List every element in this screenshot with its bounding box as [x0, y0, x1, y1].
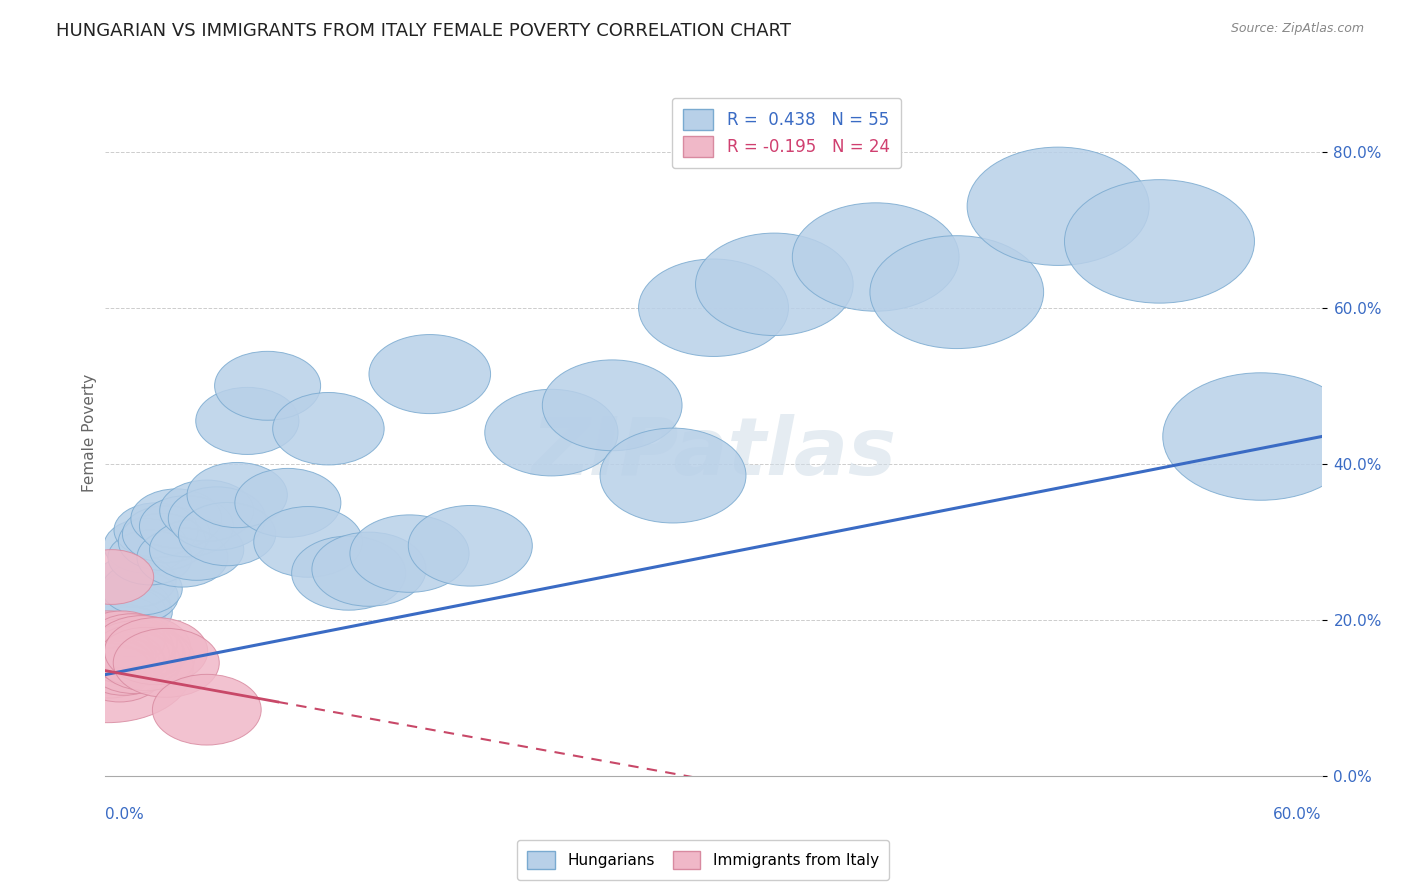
Ellipse shape: [80, 639, 167, 695]
Ellipse shape: [638, 259, 789, 357]
Ellipse shape: [89, 596, 162, 644]
Ellipse shape: [86, 614, 177, 673]
Ellipse shape: [73, 632, 153, 685]
Ellipse shape: [108, 530, 193, 585]
Ellipse shape: [84, 625, 176, 685]
Ellipse shape: [79, 626, 143, 668]
Ellipse shape: [967, 147, 1149, 266]
Ellipse shape: [90, 587, 166, 637]
Ellipse shape: [870, 235, 1043, 349]
Ellipse shape: [139, 496, 233, 557]
Ellipse shape: [1064, 179, 1254, 303]
Ellipse shape: [104, 518, 188, 574]
Text: HUNGARIAN VS IMMIGRANTS FROM ITALY FEMALE POVERTY CORRELATION CHART: HUNGARIAN VS IMMIGRANTS FROM ITALY FEMAL…: [56, 22, 792, 40]
Ellipse shape: [80, 632, 163, 686]
Ellipse shape: [77, 648, 162, 702]
Ellipse shape: [77, 654, 142, 696]
Ellipse shape: [122, 506, 209, 563]
Ellipse shape: [114, 503, 198, 558]
Ellipse shape: [83, 624, 156, 671]
Ellipse shape: [543, 359, 682, 450]
Ellipse shape: [73, 648, 142, 693]
Ellipse shape: [1163, 373, 1358, 500]
Ellipse shape: [368, 334, 491, 414]
Ellipse shape: [82, 617, 173, 677]
Text: ZIPatlas: ZIPatlas: [531, 414, 896, 492]
Ellipse shape: [82, 637, 150, 681]
Ellipse shape: [600, 428, 747, 523]
Ellipse shape: [86, 620, 157, 667]
Ellipse shape: [69, 549, 153, 605]
Ellipse shape: [149, 519, 243, 581]
Ellipse shape: [87, 604, 160, 651]
Ellipse shape: [408, 506, 533, 586]
Ellipse shape: [235, 468, 340, 537]
Ellipse shape: [101, 563, 183, 615]
Ellipse shape: [273, 392, 384, 465]
Ellipse shape: [83, 617, 152, 662]
Ellipse shape: [485, 389, 619, 476]
Ellipse shape: [160, 480, 254, 541]
Ellipse shape: [82, 626, 170, 683]
Ellipse shape: [253, 507, 363, 577]
Text: Source: ZipAtlas.com: Source: ZipAtlas.com: [1230, 22, 1364, 36]
Ellipse shape: [86, 613, 155, 658]
Ellipse shape: [96, 587, 173, 637]
Legend: Hungarians, Immigrants from Italy: Hungarians, Immigrants from Italy: [516, 840, 890, 880]
Ellipse shape: [152, 674, 262, 745]
Ellipse shape: [93, 579, 170, 630]
Ellipse shape: [91, 607, 169, 657]
Ellipse shape: [187, 462, 287, 528]
Ellipse shape: [79, 629, 148, 673]
Ellipse shape: [104, 617, 208, 685]
Ellipse shape: [72, 637, 152, 690]
Ellipse shape: [215, 351, 321, 420]
Ellipse shape: [76, 629, 156, 681]
Ellipse shape: [696, 233, 853, 335]
Y-axis label: Female Poverty: Female Poverty: [82, 374, 97, 491]
Ellipse shape: [291, 536, 406, 610]
Ellipse shape: [136, 528, 228, 587]
Ellipse shape: [75, 632, 143, 677]
Ellipse shape: [77, 611, 166, 668]
Ellipse shape: [87, 632, 181, 693]
Ellipse shape: [793, 202, 959, 311]
Ellipse shape: [76, 640, 156, 693]
Ellipse shape: [67, 643, 152, 698]
Ellipse shape: [312, 533, 426, 607]
Ellipse shape: [96, 555, 176, 607]
Ellipse shape: [77, 640, 146, 685]
Ellipse shape: [89, 621, 183, 681]
Ellipse shape: [131, 489, 222, 548]
Ellipse shape: [114, 628, 219, 698]
Ellipse shape: [118, 514, 207, 570]
Text: 60.0%: 60.0%: [1274, 807, 1322, 822]
Ellipse shape: [76, 635, 160, 690]
Ellipse shape: [97, 627, 194, 690]
Ellipse shape: [79, 644, 148, 690]
Ellipse shape: [21, 611, 194, 723]
Ellipse shape: [179, 502, 276, 566]
Ellipse shape: [350, 515, 470, 592]
Ellipse shape: [169, 487, 266, 550]
Ellipse shape: [97, 570, 179, 623]
Ellipse shape: [93, 615, 191, 679]
Text: 0.0%: 0.0%: [105, 807, 145, 822]
Ellipse shape: [195, 387, 299, 454]
Ellipse shape: [91, 624, 186, 686]
Legend: R =  0.438   N = 55, R = -0.195   N = 24: R = 0.438 N = 55, R = -0.195 N = 24: [672, 97, 901, 169]
Ellipse shape: [82, 621, 150, 665]
